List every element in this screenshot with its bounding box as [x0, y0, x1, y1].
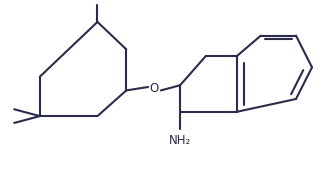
- Text: NH₂: NH₂: [169, 134, 191, 147]
- Text: O: O: [150, 82, 159, 95]
